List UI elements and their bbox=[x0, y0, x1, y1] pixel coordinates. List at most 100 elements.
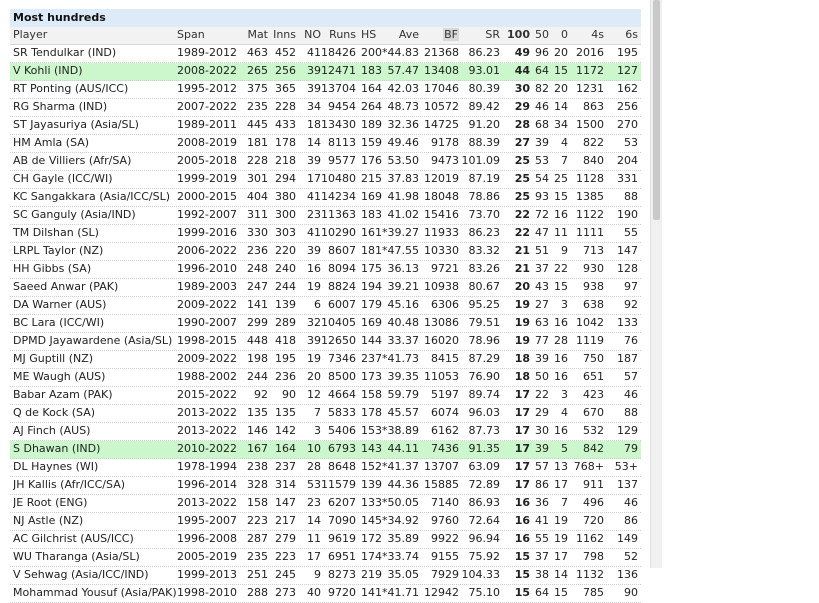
cell-player: AC Gilchrist (AUS/ICC) bbox=[13, 532, 134, 545]
cell-ducks: 11 bbox=[554, 226, 568, 239]
cell-runs: 13704 bbox=[321, 82, 356, 95]
cell-fours: 842 bbox=[583, 442, 604, 455]
column-header-fifties[interactable]: 50 bbox=[535, 28, 549, 41]
table-row: LRPL Taylor (NZ) 2006-2022 236 220 39 8607 181… bbox=[10, 243, 641, 261]
cell-hundreds: 19 bbox=[514, 316, 530, 329]
cell-span: 1988-2002 bbox=[177, 370, 237, 383]
cell-fours: 938 bbox=[583, 280, 604, 293]
column-header-fours[interactable]: 4s bbox=[591, 28, 604, 41]
column-header-ave[interactable]: Ave bbox=[398, 28, 419, 41]
vertical-scrollbar[interactable] bbox=[650, 0, 662, 568]
cell-fifties: 64 bbox=[535, 64, 549, 77]
cell-runs: 8094 bbox=[328, 262, 356, 275]
cell-ducks: 34 bbox=[554, 118, 568, 131]
column-header-no[interactable]: NO bbox=[304, 28, 321, 41]
cell-hs: 189 bbox=[361, 118, 382, 131]
cell-player: Mohammad Yousuf (Asia/PAK) bbox=[13, 586, 176, 599]
cell-sr: 96.03 bbox=[468, 406, 501, 419]
cell-fours: 2016 bbox=[576, 46, 604, 59]
cell-fours: 670 bbox=[583, 406, 604, 419]
cell-ave: 44.11 bbox=[387, 442, 420, 455]
column-header-sr[interactable]: SR bbox=[485, 28, 500, 41]
cell-fifties: 86 bbox=[535, 478, 549, 491]
table-row: AC Gilchrist (AUS/ICC) 1996-2008 287 279 11 9… bbox=[10, 531, 641, 549]
column-header-hs[interactable]: HS bbox=[361, 28, 377, 41]
cell-bf: 12942 bbox=[424, 586, 459, 599]
column-header-hundreds[interactable]: 100 bbox=[507, 28, 530, 41]
cell-fifties: 43 bbox=[535, 280, 549, 293]
table-row: MJ Guptill (NZ) 2009-2022 198 195 19 7346 237*… bbox=[10, 351, 641, 369]
cell-sixes: 162 bbox=[617, 82, 638, 95]
table-row: Saeed Anwar (PAK) 1989-2003 247 244 19 8824 19… bbox=[10, 279, 641, 297]
column-header-bf[interactable]: BF bbox=[419, 27, 459, 43]
cell-no: 3 bbox=[314, 424, 321, 437]
cell-inns: 228 bbox=[275, 100, 296, 113]
cell-no: 39 bbox=[307, 244, 321, 257]
cell-sixes: 79 bbox=[624, 442, 638, 455]
cell-fifties: 30 bbox=[535, 424, 549, 437]
column-header-inns[interactable]: Inns bbox=[273, 28, 296, 41]
cell-mat: 248 bbox=[247, 262, 268, 275]
cell-no: 10 bbox=[307, 442, 321, 455]
cell-inns: 256 bbox=[275, 64, 296, 77]
table-row: HM Amla (SA) 2008-2019 181 178 14 8113 159 49.4… bbox=[10, 135, 641, 153]
column-header-mat[interactable]: Mat bbox=[247, 28, 268, 41]
scrollbar-thumb[interactable] bbox=[653, 0, 660, 220]
cell-fours: 863 bbox=[583, 100, 604, 113]
cell-fifties: 82 bbox=[535, 82, 549, 95]
cell-ducks: 3 bbox=[561, 388, 568, 401]
cell-fifties: 39 bbox=[535, 352, 549, 365]
cell-hundreds: 20 bbox=[514, 280, 530, 293]
cell-inns: 452 bbox=[275, 46, 296, 59]
cell-hs: 194 bbox=[361, 280, 382, 293]
cell-no: 6 bbox=[314, 298, 321, 311]
cell-mat: 135 bbox=[247, 406, 268, 419]
cell-ave: 41.71 bbox=[387, 586, 420, 599]
cell-runs: 7346 bbox=[328, 352, 356, 365]
cell-fifties: 63 bbox=[535, 316, 549, 329]
cell-ave: 34.92 bbox=[387, 514, 420, 527]
cell-ducks: 17 bbox=[554, 550, 568, 563]
cell-fours: 638 bbox=[583, 298, 604, 311]
table-row: NJ Astle (NZ) 1995-2007 223 217 14 7090 145* 34… bbox=[10, 513, 641, 531]
cell-hs: 164 bbox=[361, 82, 382, 95]
column-header-span[interactable]: Span bbox=[177, 28, 205, 41]
cell-inns: 217 bbox=[275, 514, 296, 527]
cell-sixes: 195 bbox=[617, 46, 638, 59]
cell-mat: 235 bbox=[247, 100, 268, 113]
cell-sr: 95.25 bbox=[468, 298, 501, 311]
cell-sr: 88.39 bbox=[468, 136, 501, 149]
cell-sr: 86.93 bbox=[468, 496, 501, 509]
cell-hundreds: 19 bbox=[514, 298, 530, 311]
column-header-runs[interactable]: Runs bbox=[329, 28, 356, 41]
cell-inns: 303 bbox=[275, 226, 296, 239]
cell-no: 17 bbox=[307, 550, 321, 563]
cell-ducks: 9 bbox=[561, 244, 568, 257]
cell-fifties: 64 bbox=[535, 586, 549, 599]
cell-ducks: 13 bbox=[554, 460, 568, 473]
cell-no: 41 bbox=[307, 46, 321, 59]
cell-mat: 299 bbox=[247, 316, 268, 329]
cell-bf: 9721 bbox=[431, 262, 459, 275]
column-header-player[interactable]: Player bbox=[13, 28, 48, 41]
column-header-ducks[interactable]: 0 bbox=[561, 28, 568, 41]
cell-mat: 181 bbox=[247, 136, 268, 149]
cell-ave: 48.73 bbox=[387, 100, 420, 113]
cell-ducks: 4 bbox=[561, 136, 568, 149]
table-row: DPMD Jayawardene (Asia/SL) 1998-2015 448 41… bbox=[10, 333, 641, 351]
cell-span: 1989-2012 bbox=[177, 46, 237, 59]
cell-sr: 75.10 bbox=[468, 586, 501, 599]
column-header-sixes[interactable]: 6s bbox=[625, 28, 638, 41]
cell-fifties: 72 bbox=[535, 208, 549, 221]
cell-sr: 86.23 bbox=[468, 46, 501, 59]
cell-hundreds: 49 bbox=[514, 46, 530, 59]
cell-ave: 49.46 bbox=[387, 136, 420, 149]
cell-bf: 9760 bbox=[431, 514, 459, 527]
cell-player: SC Ganguly (Asia/IND) bbox=[13, 208, 136, 221]
cell-fifties: 47 bbox=[535, 226, 549, 239]
cell-span: 2009-2022 bbox=[177, 298, 237, 311]
cell-ave: 44.83 bbox=[387, 46, 420, 59]
cell-no: 23 bbox=[307, 496, 321, 509]
cell-inns: 289 bbox=[275, 316, 296, 329]
cell-player: JH Kallis (Afr/ICC/SA) bbox=[13, 478, 126, 491]
